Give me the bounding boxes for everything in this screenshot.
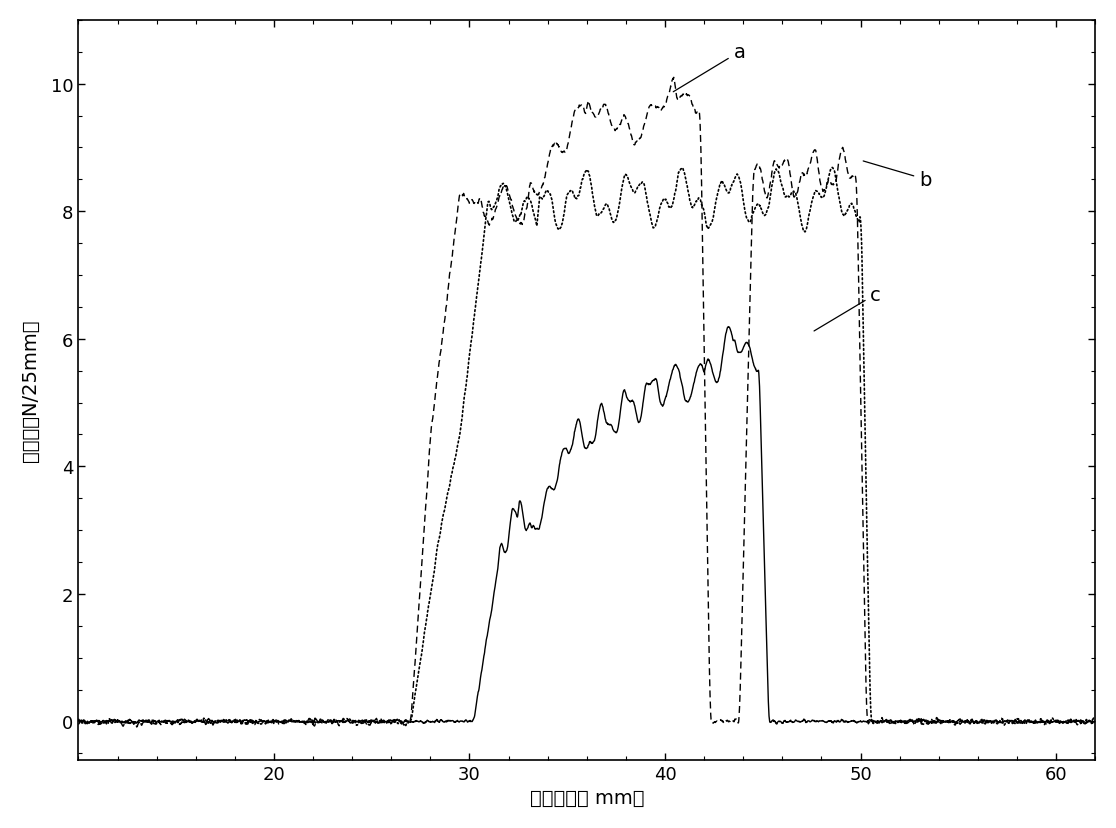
Y-axis label: 初粠力（N/25mm）: 初粠力（N/25mm） (21, 319, 40, 461)
X-axis label: 移动位置（ mm）: 移动位置（ mm） (530, 788, 644, 807)
Text: c: c (814, 286, 881, 331)
Text: a: a (673, 43, 745, 93)
Text: b: b (863, 161, 932, 190)
